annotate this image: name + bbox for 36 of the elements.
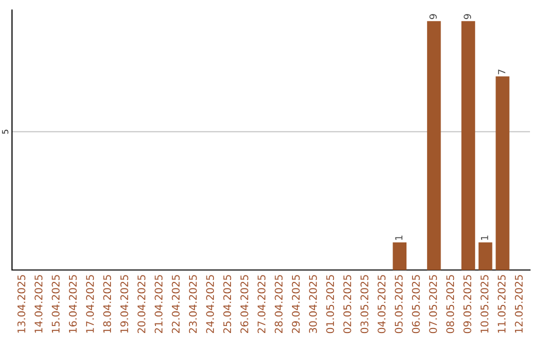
x-tick-label: 20.04.2025	[138, 275, 146, 334]
x-tick-label: 19.04.2025	[120, 275, 128, 333]
x-tick-label: 13.04.2025	[17, 275, 26, 333]
x-tick-label: 06.05.2025	[412, 275, 420, 334]
x-tick-label: 11.05.2025	[498, 275, 506, 333]
x-tick-label: 30.04.2025	[309, 275, 317, 334]
data-label: 1	[481, 236, 488, 240]
x-tick-label: 07.05.2025	[429, 275, 437, 334]
x-tick-label: 25.04.2025	[223, 275, 232, 334]
x-tick-label: 01.05.2025	[326, 275, 334, 334]
x-tick-label: 10.05.2025	[480, 275, 488, 333]
data-label: 1	[395, 236, 402, 240]
x-tick-label: 27.04.2025	[258, 275, 266, 334]
x-tick-label: 09.05.2025	[463, 275, 472, 334]
x-tick-label: 02.05.2025	[343, 275, 352, 334]
ref-line-label: 5	[2, 130, 8, 134]
x-tick-label: 14.04.2025	[34, 275, 42, 333]
x-tick-label: 18.04.2025	[103, 275, 112, 333]
data-label: 9	[429, 14, 437, 20]
data-label: 9	[464, 14, 472, 20]
data-label: 7	[498, 70, 506, 74]
x-tick-label: 04.05.2025	[378, 275, 386, 334]
x-tick-label: 26.04.2025	[240, 275, 248, 334]
x-tick-label: 21.04.2025	[154, 275, 163, 334]
x-tick-label: 15.04.2025	[52, 275, 60, 333]
x-tick-label: 23.04.2025	[188, 275, 197, 334]
x-tick-label: 05.05.2025	[394, 275, 403, 334]
x-tick-label: 03.05.2025	[360, 275, 368, 334]
x-tick-label: 22.04.2025	[172, 275, 180, 334]
x-tick-label: 12.05.2025	[514, 275, 523, 333]
x-tick-label: 08.05.2025	[446, 275, 454, 334]
x-tick-label: 29.04.2025	[292, 275, 300, 334]
x-tick-label: 24.04.2025	[206, 275, 214, 334]
x-tick-label: 16.04.2025	[68, 275, 77, 333]
x-tick-label: 17.04.2025	[86, 275, 94, 333]
x-tick-label: 28.04.2025	[274, 275, 283, 334]
